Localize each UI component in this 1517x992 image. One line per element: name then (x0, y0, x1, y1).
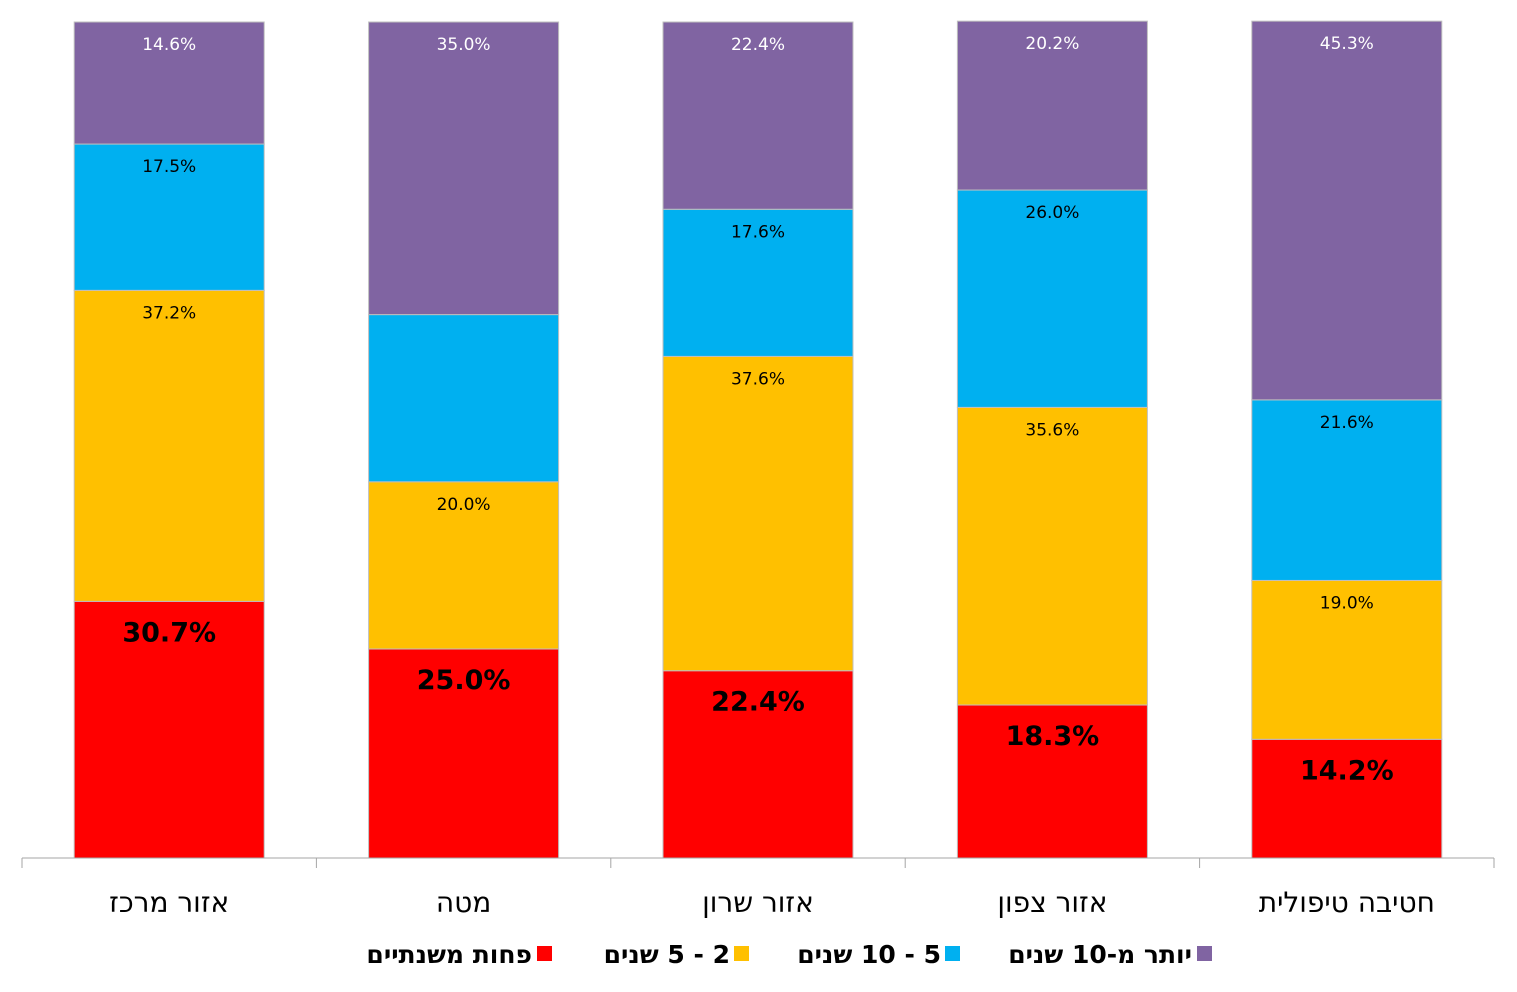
bar-segment (956, 189, 1148, 408)
bar-segment (662, 355, 854, 672)
data-label: 17.5% (142, 157, 196, 177)
data-label: 17.6% (731, 222, 785, 242)
bar-segment (662, 21, 854, 210)
legend-swatch (734, 946, 749, 961)
legend-label: 2 - 5 שנים (604, 940, 730, 969)
bar-segment (956, 20, 1148, 191)
category-label: אזור מרכז (109, 886, 229, 919)
bar-segment (73, 289, 265, 602)
category-label: מטה (436, 886, 491, 919)
category-labels: אזור מרכז מטה אזור שרון אזור צפון חטיבה טיפו… (109, 886, 1435, 919)
data-label: 25.0% (417, 665, 511, 696)
legend-label: 5 - 10 שנים (797, 940, 941, 969)
bar-segment (662, 208, 854, 357)
bar-segment (368, 314, 560, 483)
bar-segment (73, 21, 265, 145)
data-label: 20.0% (437, 495, 491, 515)
bars-layer: 30.7% 37.2% 17.5% 14.6% 25.0% 20.0% 35.0% 22.4%… (73, 20, 1443, 859)
legend-label: פחות משנתיים (366, 940, 532, 969)
category-label: אזור צפון (997, 886, 1107, 919)
data-label: 18.3% (1006, 721, 1100, 752)
data-label: 14.2% (1300, 755, 1394, 786)
data-label: 35.0% (437, 35, 491, 55)
data-label: 35.6% (1025, 420, 1079, 440)
data-label: 37.2% (142, 303, 196, 323)
legend-swatch (1197, 946, 1212, 961)
data-label: 21.6% (1320, 413, 1374, 433)
bar-segment (73, 143, 265, 291)
bar-segment (368, 648, 560, 859)
legend: יותר מ-10 שנים 5 - 10 שנים 2 - 5 שנים פחות … (366, 940, 1212, 969)
data-label: 22.4% (731, 35, 785, 55)
data-label: 26.0% (1025, 203, 1079, 223)
bar-segment (73, 600, 265, 859)
legend-label: יותר מ-10 שנים (1008, 940, 1192, 969)
bar-segment (956, 406, 1148, 706)
legend-swatch (945, 946, 960, 961)
bar-segment (1251, 20, 1443, 401)
data-label: 30.7% (122, 617, 216, 648)
data-label: 20.2% (1025, 34, 1079, 54)
category-label: אזור שרון (702, 886, 814, 919)
data-label: 37.6% (731, 369, 785, 389)
bar-segment (368, 481, 560, 650)
x-axis (21, 857, 1495, 868)
data-label: 22.4% (711, 687, 805, 718)
legend-swatch (537, 946, 552, 961)
bar-segment (1251, 738, 1443, 859)
bar-segment (662, 670, 854, 859)
data-label: 45.3% (1320, 34, 1374, 54)
data-label: 19.0% (1320, 593, 1374, 613)
data-label: 14.6% (142, 35, 196, 55)
bar-segment (1251, 579, 1443, 740)
category-label: חטיבה טיפולית (1259, 886, 1435, 919)
bar-segment (368, 21, 560, 316)
